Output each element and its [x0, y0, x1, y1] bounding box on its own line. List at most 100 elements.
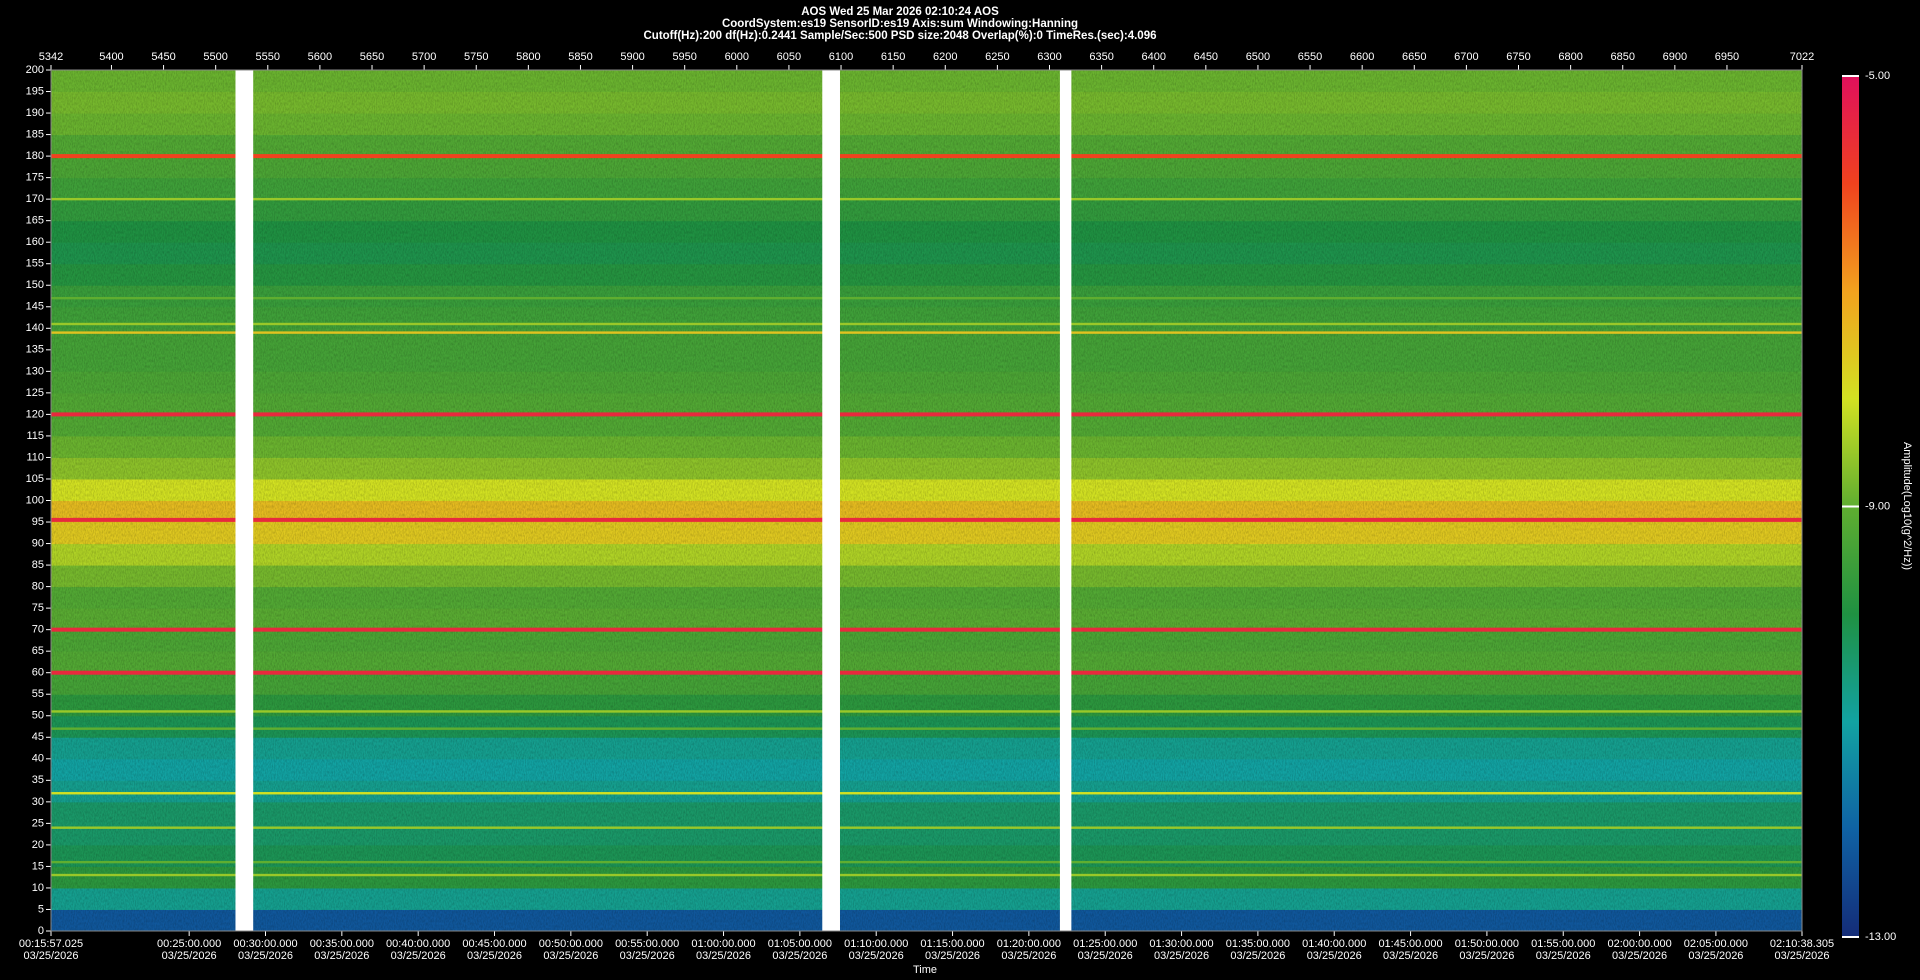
x-tick-label: 6750 — [1506, 51, 1530, 63]
x-tick-label: 6300 — [1037, 51, 1061, 63]
tone-line — [51, 860, 1802, 864]
y-tick-label: 120 — [26, 408, 44, 420]
x-tick-label: 6550 — [1298, 51, 1322, 63]
plot-frame — [50, 69, 1803, 932]
y-tick-label: 150 — [26, 279, 44, 291]
time-tick-label: 01:15:00.000 — [920, 938, 984, 950]
data-gap — [1059, 70, 1072, 931]
tone-line — [51, 154, 1802, 159]
time-tick-label: 00:50:00.000 — [539, 938, 603, 950]
x-tick-label: 6400 — [1141, 51, 1165, 63]
x-tick-label: 6150 — [881, 51, 905, 63]
x-tick-label: 6100 — [829, 51, 853, 63]
date-tick-label: 03/25/2026 — [772, 950, 827, 962]
tone-line — [51, 412, 1802, 417]
date-tick-label: 03/25/2026 — [1230, 950, 1285, 962]
x-tick-label: 5700 — [412, 51, 436, 63]
y-tick-label: 155 — [26, 258, 44, 270]
x-tick-label: 6700 — [1454, 51, 1478, 63]
tone-line — [51, 670, 1802, 675]
date-tick-label: 03/25/2026 — [1459, 950, 1514, 962]
time-tick-label: 00:15:57.025 — [19, 938, 83, 950]
time-tick-label: 00:55:00.000 — [615, 938, 679, 950]
time-tick-label: 00:30:00.000 — [233, 938, 297, 950]
y-tick-label: 145 — [26, 301, 44, 313]
date-tick-label: 03/25/2026 — [1688, 950, 1743, 962]
date-tick-label: 03/25/2026 — [620, 950, 675, 962]
y-tick-label: 185 — [26, 128, 44, 140]
title-line: AOS Wed 25 Mar 2026 02:10:24 AOS — [801, 6, 999, 18]
date-tick-label: 03/25/2026 — [1154, 950, 1209, 962]
x-tick-label: 5400 — [99, 51, 123, 63]
x-tick-label: 6050 — [777, 51, 801, 63]
time-tick-label: 00:40:00.000 — [386, 938, 450, 950]
y-tick-label: 20 — [32, 839, 44, 851]
time-tick-label: 01:30:00.000 — [1149, 938, 1213, 950]
x-tick-label: 6800 — [1558, 51, 1582, 63]
time-tick-label: 01:05:00.000 — [768, 938, 832, 950]
y-tick-label: 95 — [32, 516, 44, 528]
y-tick-label: 85 — [32, 559, 44, 571]
date-tick-label: 03/25/2026 — [1536, 950, 1591, 962]
y-tick-label: 100 — [26, 494, 44, 506]
y-tick-label: 175 — [26, 172, 44, 184]
time-tick-label: 00:25:00.000 — [157, 938, 221, 950]
y-tick-label: 180 — [26, 150, 44, 162]
y-tick-label: 140 — [26, 322, 44, 334]
y-tick-label: 65 — [32, 645, 44, 657]
x-tick-label: 7022 — [1790, 51, 1814, 63]
x-tick-label: 6850 — [1610, 51, 1634, 63]
y-tick-label: 30 — [32, 796, 44, 808]
y-tick-label: 5 — [38, 903, 44, 915]
y-tick-label: 35 — [32, 774, 44, 786]
time-tick-label: 02:05:00.000 — [1684, 938, 1748, 950]
tone-line — [51, 627, 1802, 632]
y-tick-label: 105 — [26, 473, 44, 485]
time-tick-label: 01:45:00.000 — [1378, 938, 1442, 950]
title-line: Cutoff(Hz):200 df(Hz):0.2441 Sample/Sec:… — [643, 30, 1156, 42]
x-tick-label: 6600 — [1350, 51, 1374, 63]
date-tick-label: 03/25/2026 — [23, 950, 78, 962]
y-tick-label: 165 — [26, 215, 44, 227]
y-tick-label: 200 — [26, 64, 44, 76]
noise-texture — [51, 70, 1802, 931]
date-tick-label: 03/25/2026 — [543, 950, 598, 962]
y-tick-label: 25 — [32, 817, 44, 829]
y-tick-label: 115 — [26, 430, 44, 442]
date-tick-label: 03/25/2026 — [1307, 950, 1362, 962]
y-tick-label: 45 — [32, 731, 44, 743]
time-tick-label: 01:25:00.000 — [1073, 938, 1137, 950]
x-tick-label: 6900 — [1663, 51, 1687, 63]
y-tick-label: 90 — [32, 537, 44, 549]
time-tick-label: 01:35:00.000 — [1226, 938, 1290, 950]
colorbar-tick-label: -9.00 — [1865, 500, 1890, 512]
x-tick-label: 5900 — [620, 51, 644, 63]
x-tick-label: 5750 — [464, 51, 488, 63]
y-tick-label: 10 — [32, 882, 44, 894]
y-tick-label: 130 — [26, 365, 44, 377]
y-tick-label: 40 — [32, 753, 44, 765]
y-tick-label: 0 — [38, 925, 44, 937]
time-tick-label: 00:35:00.000 — [310, 938, 374, 950]
x-tick-label: 5342 — [39, 51, 63, 63]
date-tick-label: 03/25/2026 — [162, 950, 217, 962]
data-gap — [235, 70, 254, 931]
y-tick-label: 190 — [26, 107, 44, 119]
colorbar-tick-label: -13.00 — [1865, 931, 1896, 943]
x-tick-label: 5450 — [151, 51, 175, 63]
y-tick-label: 125 — [26, 387, 44, 399]
time-tick-label: 00:45:00.000 — [462, 938, 526, 950]
date-tick-label: 03/25/2026 — [1383, 950, 1438, 962]
x-tick-label: 6450 — [1194, 51, 1218, 63]
time-tick-label: 01:50:00.000 — [1455, 938, 1519, 950]
y-tick-label: 135 — [26, 344, 44, 356]
colorbar-label: Amplitude(Log10(g^2/Hz)) — [1901, 442, 1913, 570]
date-tick-label: 03/25/2026 — [1774, 950, 1829, 962]
date-tick-label: 03/25/2026 — [1612, 950, 1667, 962]
time-tick-label: 01:20:00.000 — [997, 938, 1061, 950]
x-tick-label: 6500 — [1246, 51, 1270, 63]
time-tick-label: 01:00:00.000 — [691, 938, 755, 950]
y-tick-label: 170 — [26, 193, 44, 205]
tone-line — [51, 517, 1802, 522]
